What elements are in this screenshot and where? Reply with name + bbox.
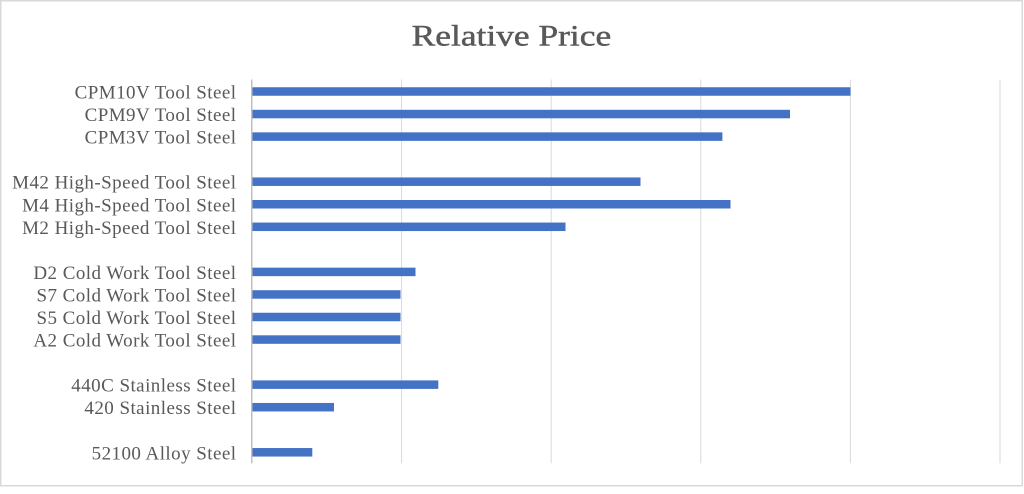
svg-text:Relative Price: Relative Price — [412, 20, 612, 53]
svg-text:CPM3V Tool Steel: CPM3V Tool Steel — [85, 128, 237, 149]
svg-text:M42 High-Speed Tool Steel: M42 High-Speed Tool Steel — [12, 173, 236, 194]
svg-text:52100 Alloy Steel: 52100 Alloy Steel — [92, 443, 237, 464]
svg-text:420 Stainless Steel: 420 Stainless Steel — [84, 398, 236, 419]
svg-text:440C Stainless Steel: 440C Stainless Steel — [71, 376, 236, 397]
svg-text:CPM10V Tool Steel: CPM10V Tool Steel — [75, 83, 237, 104]
svg-text:D2 Cold Work Tool Steel: D2 Cold Work Tool Steel — [33, 263, 236, 284]
svg-text:S7 Cold Work Tool Steel: S7 Cold Work Tool Steel — [37, 285, 237, 306]
svg-text:M2 High-Speed Tool Steel: M2 High-Speed Tool Steel — [22, 218, 236, 239]
svg-text:M4 High-Speed Tool Steel: M4 High-Speed Tool Steel — [22, 195, 236, 216]
svg-text:A2 Cold Work Tool Steel: A2 Cold Work Tool Steel — [33, 331, 236, 352]
svg-text:CPM9V Tool Steel: CPM9V Tool Steel — [85, 105, 237, 126]
svg-text:S5 Cold Work Tool Steel: S5 Cold Work Tool Steel — [37, 308, 237, 329]
